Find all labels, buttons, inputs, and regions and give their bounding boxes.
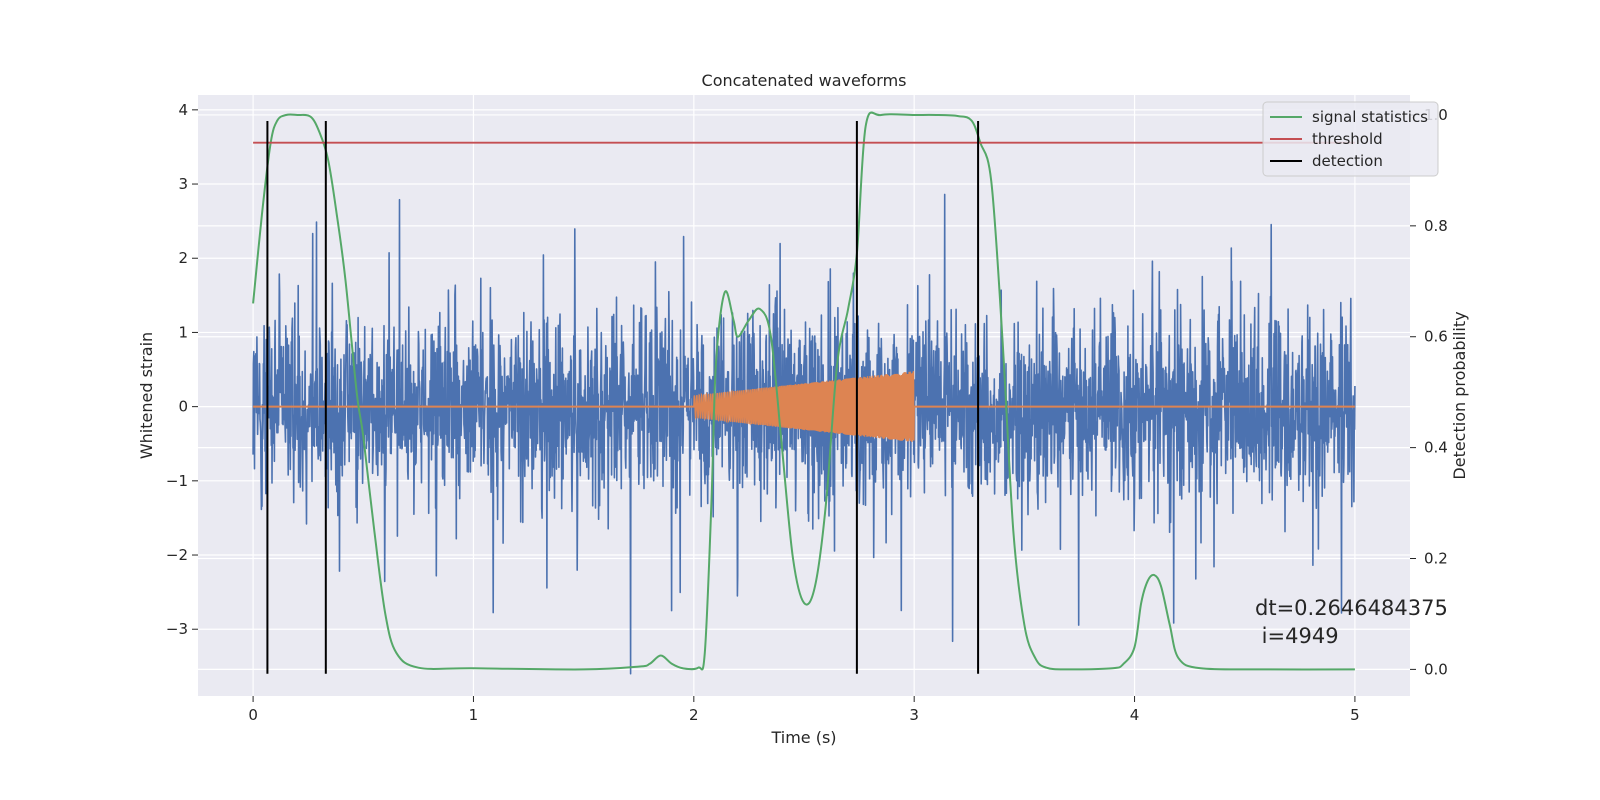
strain-series: [252, 193, 1356, 675]
x-tick-label: 4: [1130, 706, 1140, 724]
annotation-index: i=4949: [1255, 624, 1339, 648]
y-tick-label: −2: [166, 546, 188, 564]
x-tick-label: 3: [909, 706, 919, 724]
template-series: [253, 371, 1355, 443]
signal-statistics-series: [252, 111, 1355, 671]
y2-tick-label: 0.6: [1424, 328, 1448, 346]
x-tick-label: 2: [689, 706, 699, 724]
y2-tick-label: 0.0: [1424, 660, 1448, 678]
template-chirp: [693, 371, 915, 443]
legend-box: [1262, 101, 1439, 177]
y-tick-label: 1: [178, 323, 188, 341]
strain-line: [252, 193, 1356, 675]
x-axis-label: Time (s): [770, 728, 836, 747]
y-axis-label: Whitened strain: [137, 332, 156, 459]
y-tick-label: 0: [178, 398, 188, 416]
legend-label-threshold: threshold: [1312, 130, 1383, 148]
y-tick-label: −3: [166, 620, 188, 638]
legend-label-signal-statistics: signal statistics: [1312, 108, 1428, 126]
x-tick-label: 1: [469, 706, 479, 724]
x-tick-label: 0: [248, 706, 258, 724]
legend: signal statistics threshold detection: [1262, 101, 1439, 177]
y-tick-label: 2: [178, 249, 188, 267]
legend-label-detection: detection: [1312, 152, 1383, 170]
signal-statistics-line: [252, 111, 1355, 671]
detection-series: [266, 120, 980, 674]
y2-tick-label: 0.4: [1424, 439, 1448, 457]
x-tick-label: 5: [1350, 706, 1360, 724]
y2-tick-label: 0.8: [1424, 217, 1448, 235]
annotation-dt: dt=0.2646484375: [1255, 596, 1448, 620]
y2-axis-label: Detection probability: [1450, 311, 1469, 479]
chart-title: Concatenated waveforms: [702, 71, 907, 90]
y-tick-label: −1: [166, 472, 188, 490]
y2-tick-label: 0.2: [1424, 550, 1448, 568]
y-tick-label: 3: [178, 175, 188, 193]
y-tick-label: 4: [178, 101, 188, 119]
